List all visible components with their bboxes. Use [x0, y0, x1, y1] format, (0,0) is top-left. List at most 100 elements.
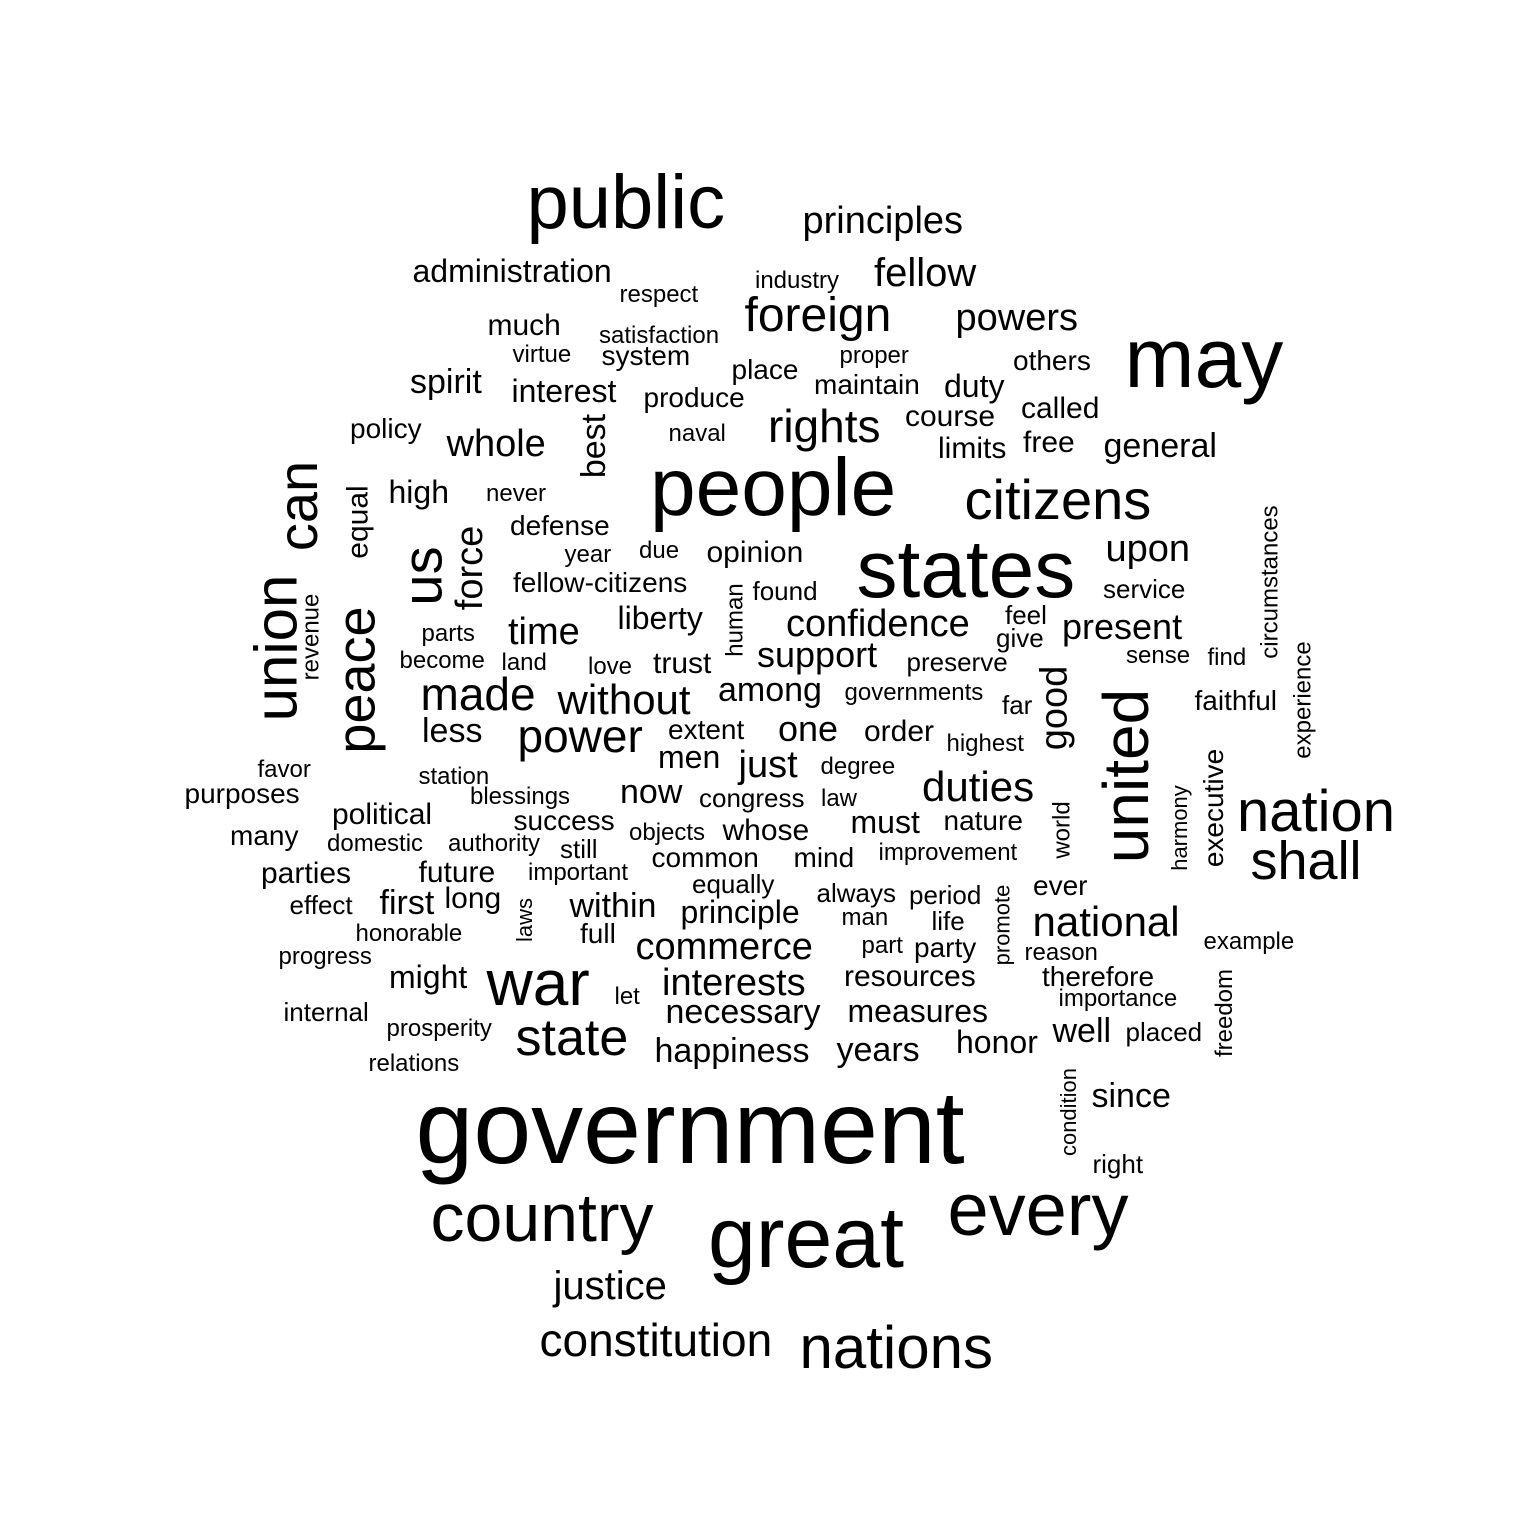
word-nature: nature — [943, 805, 1023, 836]
word-prosperity: prosperity — [386, 1015, 492, 1042]
word-sense: sense — [1126, 642, 1191, 669]
word-nation: nation — [1237, 779, 1396, 844]
word-states: states — [856, 524, 1076, 615]
word-government: government — [415, 1070, 965, 1186]
word-others: others — [1013, 345, 1091, 376]
word-progress: progress — [278, 943, 372, 970]
word-industry: industry — [755, 267, 840, 294]
word-citizens: citizens — [964, 468, 1152, 531]
word-free: free — [1023, 426, 1075, 459]
word-equally: equally — [692, 869, 775, 899]
word-must: must — [850, 804, 920, 840]
word-spirit: spirit — [410, 363, 482, 401]
word-since: since — [1091, 1077, 1171, 1115]
word-importance: importance — [1058, 985, 1178, 1012]
word-power: power — [517, 710, 643, 762]
word-much: much — [487, 309, 561, 342]
word-high: high — [388, 474, 450, 510]
word-virtue: virtue — [512, 341, 572, 368]
word-fellow: fellow — [874, 251, 977, 295]
word-first: first — [379, 884, 435, 922]
word-upon: upon — [1105, 528, 1191, 570]
word-commerce: commerce — [635, 926, 813, 968]
word-country: country — [430, 1180, 654, 1256]
word-purposes: purposes — [184, 778, 300, 809]
word-parties: parties — [261, 857, 352, 890]
word-effect: effect — [289, 890, 353, 920]
word-shall: shall — [1250, 831, 1362, 891]
word-war: war — [486, 947, 590, 1019]
word-whose: whose — [722, 814, 810, 847]
word-find: find — [1207, 644, 1247, 671]
word-promote: promote — [988, 884, 1014, 966]
word-public: public — [526, 160, 726, 245]
word-circumstances: circumstances — [1256, 505, 1284, 659]
word-placed: placed — [1125, 1017, 1203, 1047]
word-give: give — [996, 623, 1044, 653]
word-well: well — [1052, 1012, 1112, 1050]
word-can: can — [266, 460, 330, 552]
word-liberty: liberty — [617, 600, 703, 636]
word-confidence: confidence — [786, 603, 970, 645]
word-harmony: harmony — [1166, 785, 1192, 871]
word-nations: nations — [799, 1314, 993, 1381]
word-highest: highest — [946, 730, 1024, 757]
word-extent: extent — [668, 714, 745, 745]
word-produce: produce — [643, 382, 745, 413]
word-favor: favor — [257, 756, 311, 783]
word-ever: ever — [1033, 870, 1088, 901]
word-limits: limits — [938, 432, 1007, 465]
word-peace: peace — [326, 606, 387, 754]
word-constitution: constitution — [539, 1314, 773, 1366]
word-within: within — [569, 887, 657, 925]
word-administration: administration — [412, 253, 612, 289]
word-principle: principle — [680, 894, 800, 930]
word-preserve: preserve — [906, 647, 1008, 677]
word-authority: authority — [448, 830, 541, 857]
word-might: might — [389, 959, 468, 995]
word-world: world — [1048, 801, 1076, 859]
word-duties: duties — [922, 763, 1035, 810]
word-congress: congress — [699, 783, 805, 813]
word-rights: rights — [768, 400, 881, 452]
word-equal: equal — [341, 485, 375, 559]
word-man: man — [841, 904, 889, 931]
word-reason: reason — [1024, 939, 1098, 966]
word-feel: feel — [1005, 600, 1047, 630]
word-still: still — [560, 834, 598, 864]
word-relations: relations — [368, 1050, 460, 1077]
word-political: political — [332, 798, 433, 831]
word-us: us — [390, 546, 454, 606]
word-parts: parts — [421, 620, 475, 647]
word-revenue: revenue — [296, 593, 324, 681]
word-many: many — [230, 820, 299, 851]
word-found: found — [752, 576, 818, 606]
word-duty: duty — [944, 368, 1005, 404]
word-always: always — [816, 878, 896, 908]
word-present: present — [1062, 606, 1183, 647]
word-national: national — [1032, 898, 1180, 945]
word-called: called — [1021, 392, 1100, 425]
word-proper: proper — [839, 342, 909, 369]
word-faithful: faithful — [1194, 685, 1278, 716]
word-without: without — [557, 676, 691, 723]
word-powers: powers — [955, 297, 1079, 339]
word-made: made — [420, 668, 536, 720]
word-experience: experience — [1289, 641, 1317, 759]
word-condition: condition — [1056, 1067, 1082, 1157]
word-system: system — [601, 340, 691, 371]
word-force: force — [449, 525, 492, 611]
word-defense: defense — [510, 510, 610, 541]
word-become: become — [399, 647, 485, 674]
word-laws: laws — [512, 897, 538, 943]
word-human: human — [721, 583, 749, 657]
word-never: never — [486, 480, 547, 507]
word-fellow-citizens: fellow-citizens — [513, 567, 688, 598]
word-example: example — [1203, 928, 1295, 955]
word-men: men — [658, 739, 721, 775]
word-station: station — [418, 763, 490, 790]
word-principles: principles — [802, 200, 964, 242]
word-governments: governments — [844, 679, 984, 706]
word-general: general — [1103, 427, 1217, 465]
word-period: period — [909, 880, 982, 910]
